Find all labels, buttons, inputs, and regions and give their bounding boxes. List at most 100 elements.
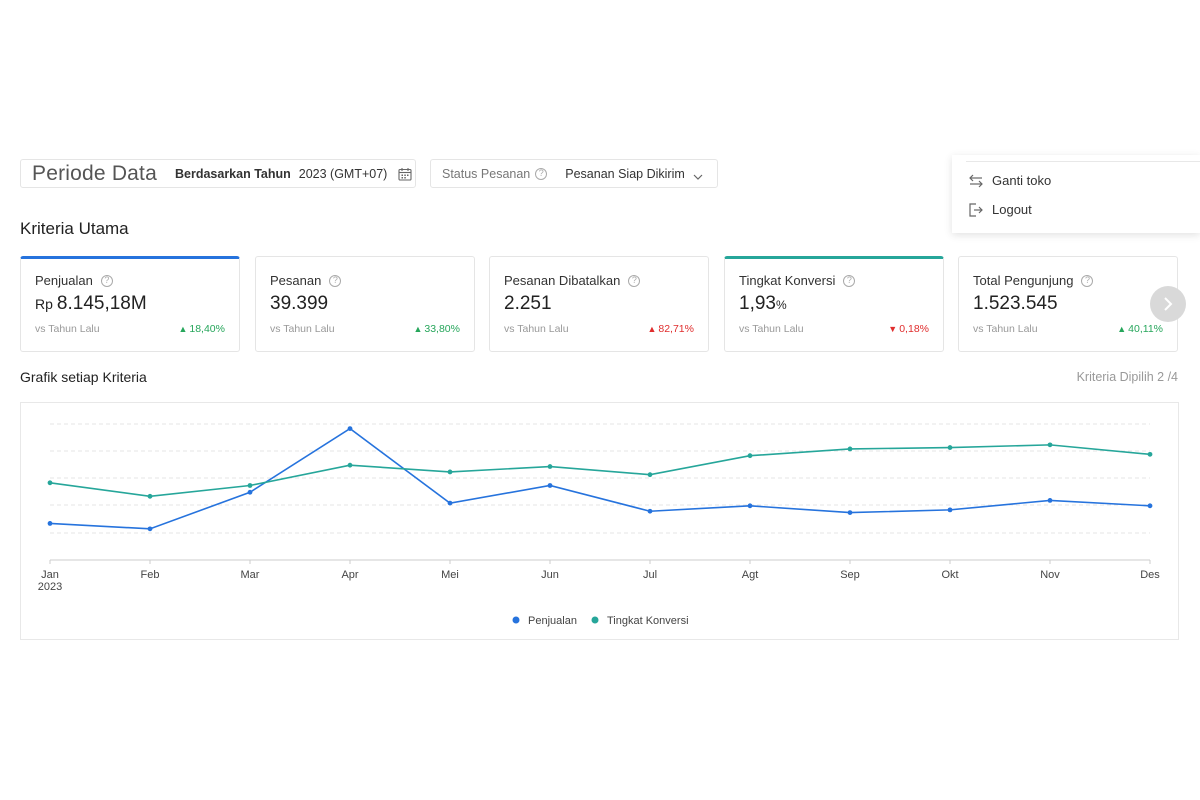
chart-x-tick-label: Jul	[643, 569, 657, 581]
chart-x-tick-label: Jan	[41, 569, 59, 581]
metric-card[interactable]: Pesanan Dibatalkan? 2.251 vs Tahun Lalu ▲ 82…	[489, 256, 709, 352]
triangle-down-icon: ▼	[888, 324, 898, 334]
metric-comparison-label: vs Tahun Lalu	[270, 323, 335, 335]
metric-card[interactable]: Total Pengunjung? 1.523.545 vs Tahun Lalu ▲…	[958, 256, 1178, 352]
metric-change-value: 33,80%	[424, 323, 460, 335]
chart-data-point	[747, 453, 753, 459]
chart-data-point	[247, 483, 253, 488]
chart-data-point	[547, 483, 553, 488]
logout-label: Logout	[992, 202, 1032, 217]
chevron-right-icon	[1164, 297, 1173, 311]
metric-card-value: 2.251	[504, 293, 552, 315]
metric-card-label: Pesanan?	[270, 273, 342, 288]
metric-card[interactable]: Tingkat Konversi? 1,93% vs Tahun Lalu ▼ 0,18…	[724, 256, 944, 352]
help-icon[interactable]: ?	[628, 274, 641, 287]
periode-type: Berdasarkan Tahun	[174, 166, 291, 181]
metric-card-label-text: Penjualan	[35, 273, 93, 288]
metric-change: ▲ 33,80%	[413, 323, 460, 335]
legend-marker	[591, 616, 599, 624]
chart-x-tick-label: Nov	[1040, 569, 1060, 581]
metric-comparison-label: vs Tahun Lalu	[973, 323, 1038, 335]
chart-x-tick-label: Feb	[141, 569, 160, 581]
chart-x-tick-label: Mei	[441, 569, 459, 581]
chart-data-point	[847, 510, 853, 515]
chart-data-point	[347, 426, 353, 432]
metric-card-value: 39.399	[270, 293, 328, 315]
chart-data-point	[447, 469, 453, 475]
chevron-down-icon[interactable]	[693, 169, 703, 180]
metric-value-text: 2.251	[504, 293, 552, 314]
kriteria-utama-title: Kriteria Utama	[20, 219, 129, 238]
line-chart: Jan Feb Mar Apr Mei Jun Jul Agt Sep Okt Nov Des 2023…	[20, 402, 1179, 640]
metric-value-text: 39.399	[270, 293, 329, 314]
chart-x-tick-label: Jun	[541, 569, 559, 581]
ganti-toko-menu-item[interactable]: Ganti toko	[968, 173, 1051, 188]
chart-data-point	[147, 526, 153, 532]
account-dropdown-menu: Ganti toko Logout	[952, 155, 1200, 233]
logout-menu-item[interactable]: Logout	[968, 202, 1032, 217]
periode-value[interactable]: 2023 (GMT+07)	[298, 166, 388, 181]
help-icon[interactable]: ?	[843, 274, 856, 287]
metric-card-label: Penjualan?	[35, 273, 113, 288]
chart-data-point	[47, 480, 53, 486]
metric-comparison-label: vs Tahun Lalu	[739, 323, 804, 335]
status-pesanan-filter[interactable]: Status Pesanan ? Pesanan Siap Dikirim	[430, 159, 718, 188]
legend-marker	[512, 616, 520, 624]
calendar-icon[interactable]	[398, 167, 412, 181]
metric-change: ▲ 82,71%	[647, 323, 694, 335]
next-cards-button[interactable]	[1150, 286, 1186, 322]
metric-card-label: Total Pengunjung?	[973, 273, 1094, 288]
metric-card-value: 1,93%	[739, 293, 787, 315]
chart-data-point	[947, 445, 953, 450]
metric-change: ▲ 40,11%	[1117, 323, 1163, 335]
ganti-toko-label: Ganti toko	[992, 173, 1052, 188]
status-value[interactable]: Pesanan Siap Dikirim	[565, 166, 685, 181]
chart-x-tick-label: Okt	[941, 569, 958, 581]
chart-x-tick-label: Sep	[840, 569, 860, 581]
metric-change-value: 40,11%	[1128, 323, 1163, 335]
chart-year-label: 2023	[38, 581, 62, 593]
kriteria-dipilih-count: Kriteria Dipilih 2 /4	[1076, 370, 1178, 384]
chart-data-point	[1147, 451, 1153, 457]
logout-icon	[969, 202, 983, 217]
triangle-up-icon: ▲	[178, 324, 188, 334]
legend-label: Penjualan	[528, 615, 577, 627]
metric-change: ▲ 18,40%	[178, 323, 225, 335]
dropdown-divider	[966, 161, 1200, 162]
chart-data-point	[947, 507, 953, 513]
help-icon[interactable]: ?	[1081, 274, 1094, 287]
chart-data-point	[647, 472, 653, 478]
metric-change-value: 18,40%	[189, 323, 225, 335]
chart-x-tick-label: Des	[1140, 569, 1160, 581]
metric-currency-prefix: Rp	[35, 296, 53, 312]
periode-data-filter[interactable]: Periode Data Berdasarkan Tahun 2023 (GMT…	[20, 159, 416, 188]
help-icon[interactable]: ?	[329, 274, 342, 287]
metric-card-value: Rp 8.145,18M	[35, 293, 147, 315]
chart-data-point	[747, 503, 753, 509]
metric-card[interactable]: Pesanan? 39.399 vs Tahun Lalu ▲ 33,80%	[255, 256, 475, 352]
metric-card-label-text: Total Pengunjung	[973, 273, 1074, 288]
metric-value-text: 1.523.545	[973, 293, 1058, 314]
chart-data-point	[1047, 498, 1053, 503]
chart-data-point	[547, 464, 553, 469]
metric-card[interactable]: Penjualan? Rp 8.145,18M vs Tahun Lalu ▲ 18,40…	[20, 256, 240, 352]
metric-card-label: Tingkat Konversi?	[739, 273, 856, 288]
metric-card-label-text: Pesanan	[270, 273, 322, 288]
metric-value-text: 1,93	[739, 293, 776, 314]
metric-value-text: 8.145,18M	[56, 293, 147, 314]
status-label: Status Pesanan	[442, 166, 531, 181]
chart-series-line	[49, 444, 1151, 498]
metric-unit-suffix: %	[775, 298, 787, 312]
metric-card-label-text: Tingkat Konversi	[739, 273, 836, 288]
triangle-up-icon: ▲	[1117, 324, 1127, 334]
chart-x-tick-label: Mar	[241, 569, 260, 581]
chart-x-tick-label: Agt	[742, 569, 759, 581]
triangle-up-icon: ▲	[647, 324, 657, 334]
metric-change-value: 82,71%	[658, 323, 694, 335]
help-icon[interactable]: ?	[100, 274, 113, 287]
chart-data-point	[647, 508, 653, 514]
help-icon[interactable]: ?	[535, 167, 548, 180]
chart-data-point	[247, 489, 253, 495]
chart-data-point	[347, 462, 353, 468]
triangle-up-icon: ▲	[413, 324, 423, 334]
